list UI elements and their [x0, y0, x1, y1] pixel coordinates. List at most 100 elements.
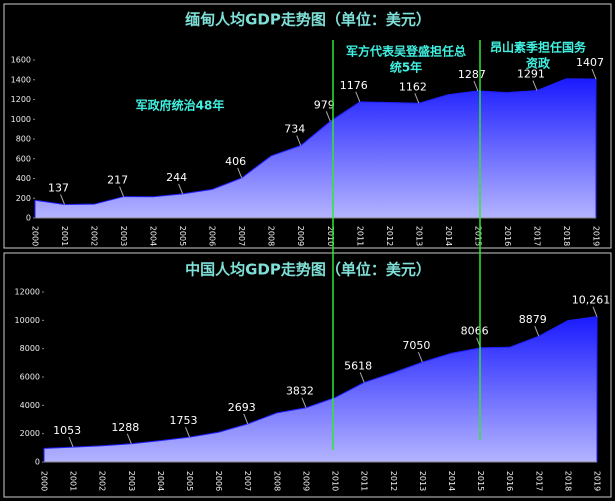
- y-tick-label: 2000: [20, 429, 40, 438]
- x-tick-label: 2014: [447, 471, 456, 491]
- value-label: 7050: [402, 339, 430, 352]
- label-leader: [414, 93, 420, 104]
- x-tick-label: 2008: [272, 471, 281, 491]
- x-tick-label: 2011: [355, 226, 364, 246]
- y-tick-label: 1600: [11, 56, 31, 65]
- x-tick-label: 2016: [505, 471, 514, 491]
- x-tick-label: 2010: [326, 226, 335, 246]
- label-leader: [237, 167, 243, 179]
- x-tick-label: 2014: [444, 226, 453, 246]
- x-tick-label: 2000: [40, 471, 49, 491]
- value-label: 217: [107, 174, 128, 187]
- x-tick-label: 2016: [503, 226, 512, 246]
- x-tick-label: 2004: [156, 471, 165, 491]
- x-tick-label: 2013: [414, 226, 423, 246]
- x-tick-label: 2007: [243, 471, 252, 491]
- label-leader: [355, 91, 361, 103]
- value-label: 734: [284, 123, 305, 136]
- x-tick-label: 2017: [532, 226, 541, 246]
- value-label: 1287: [458, 68, 486, 81]
- y-tick-label: 600: [16, 154, 31, 163]
- value-label: 137: [48, 181, 69, 194]
- value-label: 8066: [461, 325, 489, 338]
- panel-frame: [3, 3, 612, 249]
- annotation: 军政府统治48年: [136, 98, 225, 113]
- annotation: 统5年: [390, 60, 422, 75]
- x-tick-label: 2019: [593, 471, 602, 491]
- value-label: 244: [166, 171, 187, 184]
- x-tick-label: 2012: [385, 226, 394, 246]
- value-label: 1053: [53, 424, 81, 437]
- x-tick-label: 2015: [476, 471, 485, 491]
- label-leader: [473, 80, 479, 92]
- value-label: 1407: [576, 56, 604, 69]
- x-tick-label: 2009: [301, 471, 310, 491]
- x-tick-label: 2002: [90, 226, 99, 246]
- x-tick-label: 2018: [563, 471, 572, 491]
- chart-title: 中国人均GDP走势图（单位：美元）: [185, 261, 431, 279]
- label-leader: [417, 351, 423, 363]
- y-tick-label: 200: [16, 194, 31, 203]
- x-tick-label: 2004: [149, 226, 158, 246]
- label-leader: [126, 433, 132, 444]
- value-label: 406: [225, 155, 246, 168]
- value-label: 3832: [286, 385, 314, 398]
- label-leader: [359, 372, 365, 383]
- annotation: 资政: [526, 56, 551, 71]
- x-tick-label: 2010: [331, 471, 340, 491]
- x-tick-label: 2015: [473, 226, 482, 246]
- value-label: 1162: [399, 80, 427, 93]
- x-tick-label: 2009: [296, 226, 305, 246]
- label-leader: [119, 186, 125, 197]
- value-label: 2693: [228, 401, 256, 414]
- y-tick-label: 8000: [20, 344, 40, 353]
- x-tick-label: 2011: [360, 471, 369, 491]
- y-tick-label: 4000: [20, 401, 40, 410]
- x-tick-label: 2018: [562, 226, 571, 246]
- label-leader: [532, 80, 538, 91]
- x-tick-label: 2019: [592, 226, 601, 246]
- label-leader: [296, 135, 302, 146]
- value-label: 8879: [519, 313, 547, 326]
- y-tick-label: 1000: [11, 115, 31, 124]
- x-tick-label: 2001: [69, 471, 78, 491]
- value-label: 979: [314, 98, 335, 111]
- x-tick-label: 2008: [267, 226, 276, 246]
- x-tick-label: 2002: [98, 471, 107, 491]
- x-tick-label: 2013: [418, 471, 427, 491]
- x-tick-label: 2003: [127, 471, 136, 491]
- x-tick-label: 2006: [208, 226, 217, 246]
- label-leader: [534, 326, 540, 337]
- panel-frame: [3, 252, 612, 498]
- y-tick-label: 1400: [11, 75, 31, 84]
- y-tick-label: 800: [16, 135, 31, 144]
- label-leader: [591, 68, 597, 80]
- y-tick-label: 0: [35, 458, 40, 467]
- label-leader: [60, 194, 65, 205]
- value-label: 1288: [111, 421, 139, 434]
- label-leader: [185, 426, 190, 438]
- chart-title: 缅甸人均GDP走势图（单位：美元）: [185, 11, 431, 29]
- label-leader: [592, 306, 598, 317]
- value-label: 1753: [170, 414, 198, 427]
- label-leader: [325, 111, 331, 122]
- label-leader: [243, 413, 249, 425]
- y-tick-label: 0: [26, 214, 31, 223]
- x-tick-label: 2005: [185, 471, 194, 491]
- x-tick-label: 2000: [31, 226, 40, 246]
- value-label: 1176: [340, 79, 368, 92]
- area: [43, 316, 598, 463]
- value-label: 5618: [344, 359, 372, 372]
- x-tick-label: 2003: [119, 226, 128, 246]
- x-tick-label: 2006: [214, 471, 223, 491]
- x-tick-label: 2017: [534, 471, 543, 491]
- x-tick-label: 2005: [178, 226, 187, 246]
- label-leader: [301, 397, 307, 408]
- x-tick-label: 2001: [60, 226, 69, 246]
- y-tick-label: 6000: [20, 373, 40, 382]
- value-label: 10,261: [572, 294, 611, 307]
- y-tick-label: 1200: [11, 95, 31, 104]
- label-leader: [178, 183, 184, 195]
- annotation: 军方代表吴登盛担任总: [346, 44, 466, 59]
